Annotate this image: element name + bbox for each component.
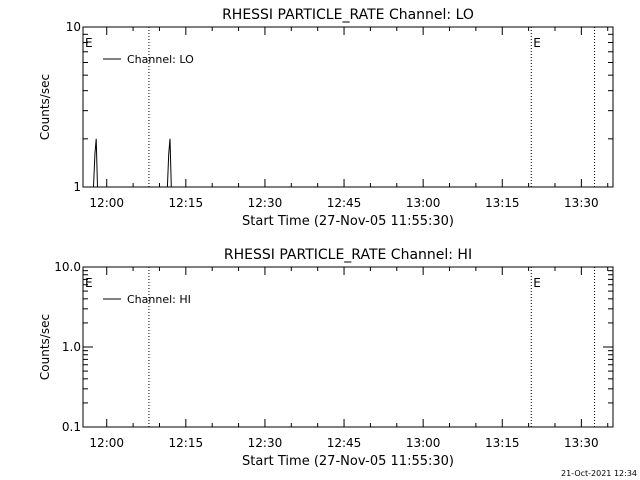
event-marker-label: E	[533, 276, 541, 290]
x-tick-label: 13:00	[406, 196, 441, 210]
x-tick-label: 13:15	[485, 436, 520, 450]
x-tick-label: 12:00	[89, 196, 124, 210]
x-tick-label: 12:30	[248, 436, 283, 450]
chart-panel-hi: RHESSI PARTICLE_RATE Channel: HI 0.1 1.0 10…	[38, 247, 614, 469]
plot-frame	[82, 26, 614, 188]
chart-title: RHESSI PARTICLE_RATE Channel: LO	[222, 7, 474, 23]
event-marker-label: E	[85, 36, 93, 50]
y-tick-label: 10.0	[54, 260, 81, 274]
x-axis-label: Start Time (27-Nov-05 11:55:30)	[242, 454, 454, 469]
x-tick-label: 12:15	[169, 196, 204, 210]
chart-title: RHESSI PARTICLE_RATE Channel: HI	[224, 247, 472, 263]
chart-panel-lo: RHESSI PARTICLE_RATE Channel: LO 1 10 Count…	[38, 7, 614, 229]
data-series-line	[93, 138, 172, 188]
y-axis-label: Counts/sec	[38, 314, 52, 380]
event-marker-label: E	[85, 276, 93, 290]
legend-label: Channel: HI	[127, 293, 191, 306]
y-tick-label: 0.1	[62, 420, 81, 434]
x-tick-label: 13:30	[564, 436, 599, 450]
event-marker-label: E	[533, 36, 541, 50]
x-tick-label: 13:00	[406, 436, 441, 450]
x-tick-label: 13:30	[564, 196, 599, 210]
y-tick-label: 10	[66, 20, 81, 34]
x-tick-label: 12:30	[248, 196, 283, 210]
x-tick-label: 12:45	[327, 436, 362, 450]
x-tick-label: 12:45	[327, 196, 362, 210]
y-axis-label: Counts/sec	[38, 74, 52, 140]
x-tick-label: 13:15	[485, 196, 520, 210]
timestamp-label: 21-Oct-2021 12:34	[561, 469, 637, 478]
y-tick-label: 1	[73, 180, 81, 194]
x-axis-label: Start Time (27-Nov-05 11:55:30)	[242, 214, 454, 229]
x-tick-label: 12:15	[169, 436, 204, 450]
x-tick-label: 12:00	[89, 436, 124, 450]
plot-frame	[82, 266, 614, 428]
legend-label: Channel: LO	[127, 53, 194, 66]
y-tick-label: 1.0	[62, 340, 81, 354]
